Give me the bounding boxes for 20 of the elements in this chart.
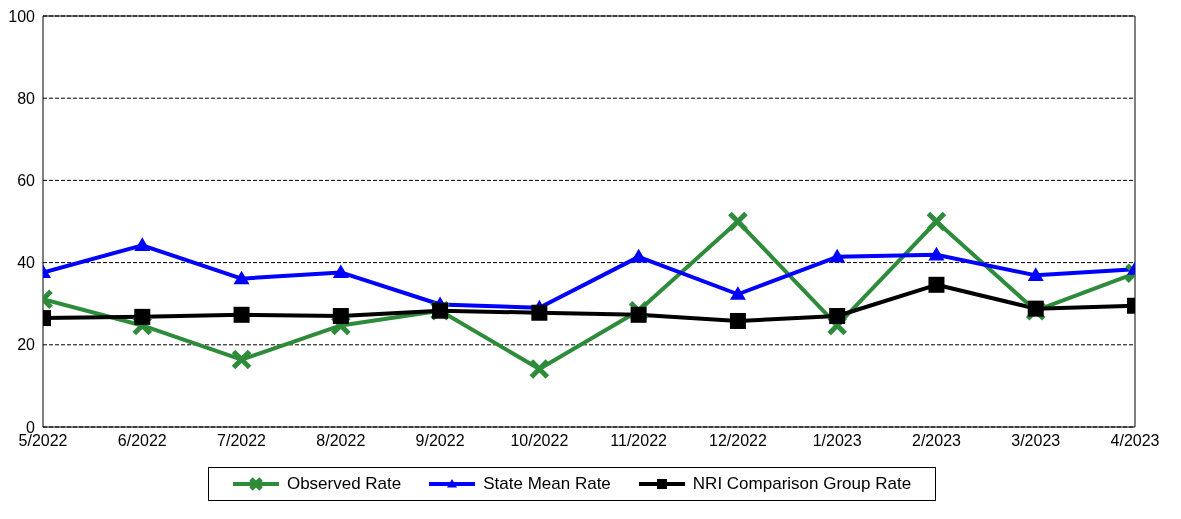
x-tick-label: 1/2023 — [812, 432, 862, 450]
legend-label: State Mean Rate — [483, 474, 611, 494]
x-tick-label: 5/2022 — [18, 432, 68, 450]
y-tick-label: 20 — [17, 336, 36, 354]
x-tick-label: 3/2023 — [1011, 432, 1061, 450]
x-tick-label: 2/2023 — [911, 432, 962, 450]
y-tick-label: 100 — [8, 7, 36, 25]
x-tick-label: 8/2022 — [316, 432, 366, 450]
x-tick-label: 9/2022 — [415, 432, 465, 450]
y-tick-label: 40 — [17, 254, 36, 272]
x-tick-label: 7/2022 — [217, 432, 267, 450]
x-tick-label: 10/2022 — [510, 432, 569, 450]
x-tick-label: 6/2022 — [117, 432, 167, 450]
x-tick-label: 11/2022 — [610, 432, 668, 450]
x-tick-label: 12/2022 — [708, 432, 767, 450]
y-tick-label: 80 — [17, 89, 36, 107]
x-tick-label: 4/2023 — [1110, 432, 1160, 450]
legend-label: Observed Rate — [286, 474, 402, 494]
legend-label: NRI Comparison Group Rate — [692, 474, 912, 494]
y-tick-label: 60 — [17, 172, 36, 190]
